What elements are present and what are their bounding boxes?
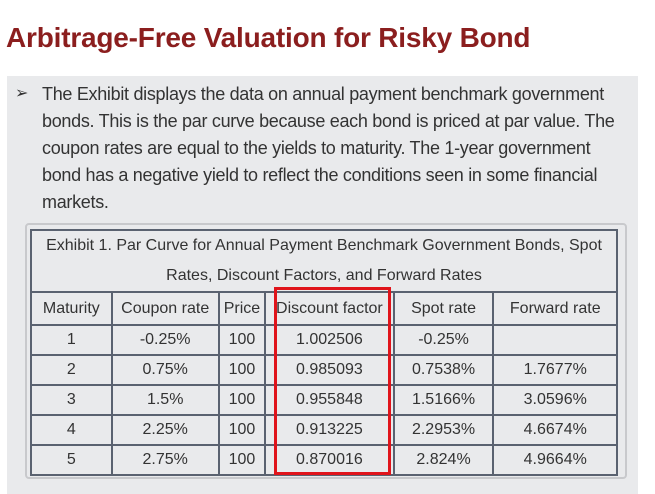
- column-header: Price: [217, 291, 267, 326]
- table-cell: 100: [217, 324, 267, 356]
- table-cell: 100: [217, 444, 267, 476]
- column-header: Forward rate: [492, 291, 618, 326]
- table-cell: 2: [30, 354, 113, 386]
- table-cell: 2.75%: [110, 444, 220, 476]
- page-title: Arbitrage-Free Valuation for Risky Bond: [6, 22, 531, 53]
- table-cell: 100: [217, 354, 267, 386]
- table-cell: -0.25%: [110, 324, 220, 356]
- table-row: 2 0.75% 100 0.985093 0.7538% 1.7677%: [30, 354, 618, 386]
- discount-factor-highlight: [274, 287, 391, 475]
- table-cell: 1.002506: [264, 324, 395, 356]
- table-cell: 0.913225: [264, 414, 395, 446]
- table-cell: [492, 324, 618, 356]
- table-cell: 0.985093: [264, 354, 395, 386]
- column-header: Coupon rate: [110, 291, 220, 326]
- exhibit-table: Exhibit 1. Par Curve for Annual Payment …: [30, 229, 618, 476]
- table-cell: 2.2953%: [392, 414, 495, 446]
- table-cell: 5: [30, 444, 113, 476]
- table-cell: -0.25%: [392, 324, 495, 356]
- table-cell: 0.7538%: [392, 354, 495, 386]
- table-cell: 2.824%: [392, 444, 495, 476]
- table-cell: 0.955848: [264, 384, 395, 416]
- table-frame: [25, 223, 627, 479]
- table-cell: 4: [30, 414, 113, 446]
- table-row: 5 2.75% 100 0.870016 2.824% 4.9664%: [30, 444, 618, 476]
- table-row: 4 2.25% 100 0.913225 2.2953% 4.6674%: [30, 414, 618, 446]
- table-cell: 1.5166%: [392, 384, 495, 416]
- table-cell: 2.25%: [110, 414, 220, 446]
- column-header: Spot rate: [392, 291, 495, 326]
- table-cell: 3.0596%: [492, 384, 618, 416]
- table-cell: 1.5%: [110, 384, 220, 416]
- table-caption: Exhibit 1. Par Curve for Annual Payment …: [30, 229, 618, 293]
- table-cell: 1.7677%: [492, 354, 618, 386]
- column-header: Maturity: [30, 291, 113, 326]
- table-cell: 100: [217, 384, 267, 416]
- table-cell: 100: [217, 414, 267, 446]
- bullet-arrow-icon: ➢: [15, 85, 29, 102]
- table-row: 3 1.5% 100 0.955848 1.5166% 3.0596%: [30, 384, 618, 416]
- table-cell: 3: [30, 384, 113, 416]
- table-cell: 4.6674%: [492, 414, 618, 446]
- description-paragraph: The Exhibit displays the data on annual …: [42, 84, 615, 212]
- column-header: Discount factor: [264, 291, 395, 326]
- table-cell: 0.75%: [110, 354, 220, 386]
- table-row: 1 -0.25% 100 1.002506 -0.25%: [30, 324, 618, 356]
- table-cell: 4.9664%: [492, 444, 618, 476]
- table-cell: 1: [30, 324, 113, 356]
